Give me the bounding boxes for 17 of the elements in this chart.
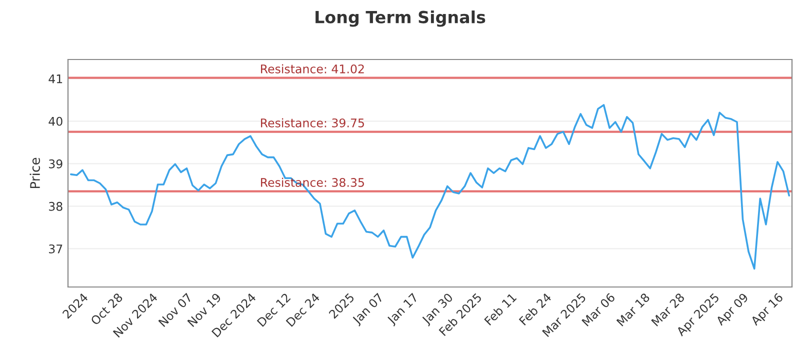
x-tick-label: Apr 16 (750, 292, 786, 328)
x-tick-label: Feb 11 (484, 292, 517, 326)
y-tick-label: 41 (48, 74, 62, 84)
x-tick-label: Feb 24 (518, 292, 552, 326)
ref-line-label: Resistance: 39.75 (261, 118, 364, 128)
x-tick-label: Jan 17 (386, 292, 420, 326)
x-tick-label: Oct 28 (90, 292, 124, 326)
ref-line-label: Resistance: 41.02 (261, 64, 364, 74)
x-tick-label: Mar 18 (616, 292, 650, 327)
x-tick-label: Mar 28 (650, 292, 685, 327)
y-tick-label: 40 (48, 116, 62, 126)
y-tick-label: 38 (49, 202, 62, 211)
line-series (70, 104, 790, 270)
y-axis-title: Price (30, 158, 40, 188)
y-tick-label: 37 (49, 244, 62, 254)
y-tick-label: 39 (49, 159, 62, 168)
chart-title: Long Term Signals (316, 10, 486, 27)
